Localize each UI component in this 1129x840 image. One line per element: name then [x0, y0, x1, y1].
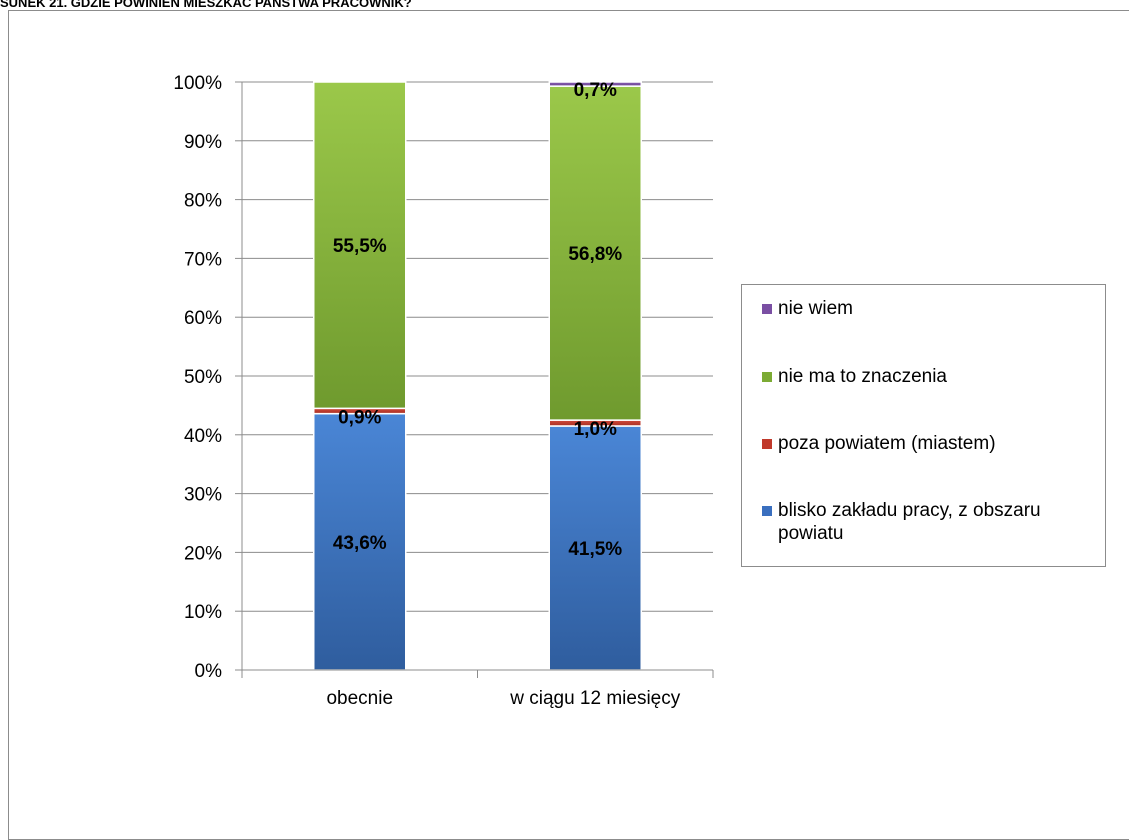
- chart-legend: nie wiem nie ma to znaczenia poza powiatem…: [741, 284, 1106, 567]
- legend-item: nie wiem: [762, 297, 1097, 320]
- data-label: 43,6%: [333, 533, 387, 554]
- x-category-label: obecnie: [326, 688, 393, 709]
- x-category-label: w ciągu 12 miesięcy: [509, 688, 681, 709]
- legend-item: poza powiatem (miastem): [762, 432, 1097, 455]
- legend-swatch: [762, 304, 772, 314]
- legend-label: nie ma to znaczenia: [778, 366, 947, 387]
- y-tick-label: 50%: [184, 367, 222, 388]
- bar-segment: [548, 81, 642, 87]
- legend-label: poza powiatem (miastem): [778, 433, 996, 454]
- y-tick-label: 40%: [184, 426, 222, 447]
- bar-segment: [548, 425, 642, 671]
- legend-item: nie ma to znaczenia: [762, 365, 1097, 388]
- y-tick-label: 80%: [184, 191, 222, 212]
- legend-label: blisko zakładu pracy, z obszaru powiatu: [778, 500, 1041, 544]
- data-label: 56,8%: [568, 244, 622, 265]
- legend-label: nie wiem: [778, 298, 853, 319]
- bar-segment: [313, 412, 407, 671]
- y-tick-label: 70%: [184, 249, 222, 270]
- y-tick-label: 100%: [173, 73, 222, 94]
- data-label: 1,0%: [574, 419, 617, 440]
- figure-title: SUNEK 21. GDZIE POWINIEN MIESZKAĆ PAŃSTW…: [0, 0, 412, 10]
- legend-swatch: [762, 506, 772, 516]
- legend-swatch: [762, 439, 772, 449]
- bar-segment: [313, 81, 407, 410]
- y-tick-label: 20%: [184, 543, 222, 564]
- data-label: 41,5%: [568, 539, 622, 560]
- y-tick-label: 10%: [184, 602, 222, 623]
- y-tick-label: 60%: [184, 308, 222, 329]
- y-tick-label: 90%: [184, 132, 222, 153]
- legend-swatch: [762, 372, 772, 382]
- data-label: 0,9%: [338, 407, 381, 428]
- legend-item: blisko zakładu pracy, z obszaru powiatu: [762, 499, 1097, 545]
- data-label: 0,7%: [574, 80, 617, 101]
- y-tick-label: 30%: [184, 485, 222, 506]
- bar-segment: [548, 85, 642, 421]
- y-tick-label: 0%: [195, 661, 223, 682]
- data-label: 55,5%: [333, 236, 387, 257]
